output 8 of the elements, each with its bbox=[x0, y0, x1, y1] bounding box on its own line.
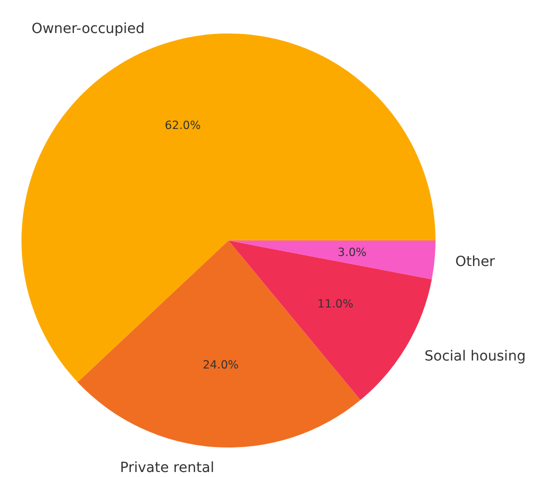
slice-label: Social housing bbox=[424, 348, 526, 364]
slice-label: Private rental bbox=[120, 460, 214, 476]
data-label: 3.0% bbox=[338, 245, 367, 260]
slice-label: Other bbox=[455, 254, 496, 270]
data-label: 24.0% bbox=[202, 357, 239, 372]
data-label: 62.0% bbox=[164, 118, 202, 132]
data-label: 11.0% bbox=[317, 296, 354, 311]
slice-label: Owner-occupied bbox=[31, 20, 145, 37]
